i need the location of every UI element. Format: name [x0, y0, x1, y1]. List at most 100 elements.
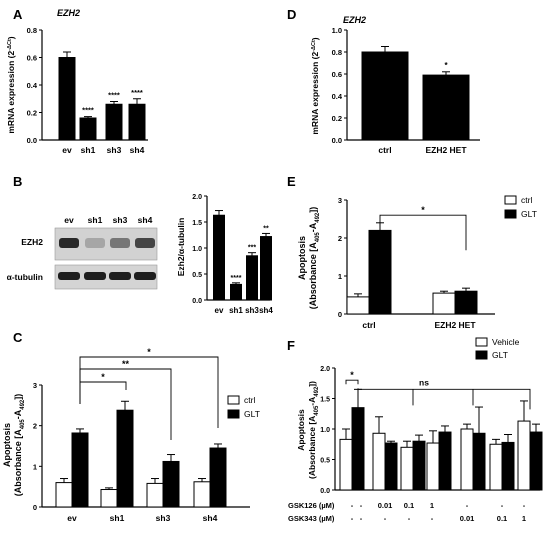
bar-glt [501, 441, 515, 491]
panel-letter-C: C [13, 330, 23, 345]
panel-a-axes: 0.0 0.2 0.4 0.6 0.8 EZH2 mRNA expression (2-ΔC… [6, 8, 148, 155]
y-tick-label: 1.0 [192, 246, 202, 253]
y-axis-title-sub: 492 [314, 386, 320, 397]
significance-stars: * [101, 372, 105, 382]
y-axis-title: mRNA expression (2-ΔCt) [6, 36, 16, 133]
y-tick-label: 1 [33, 462, 37, 471]
blot-lane-label: sh4 [138, 215, 153, 225]
legend-swatch [504, 195, 517, 205]
legend-swatch [475, 337, 488, 347]
significance-bracket [357, 388, 531, 410]
blot-lane-label: sh3 [113, 215, 128, 225]
treatment-value: 0.01 [460, 514, 475, 523]
y-tick-label: 0.0 [27, 136, 37, 145]
bar [79, 117, 97, 141]
y-axis-title-text: mRNA expression (2-ΔCt) [6, 36, 16, 133]
treatment-value: 0.01 [378, 501, 393, 510]
y-tick-label: 1.0 [320, 427, 330, 434]
blot-band-ezh2 [59, 238, 79, 248]
blot-row-label: EZH2 [21, 237, 43, 247]
y-axis-title-text: Ezh2/α-tubulin [176, 218, 186, 277]
x-tick-label: EZH2 HET [425, 145, 467, 155]
bar [128, 103, 146, 141]
y-tick-label: 0.4 [332, 92, 343, 101]
legend-swatch [475, 350, 488, 360]
y-axis-title: mRNA expression (2-ΔCt) [310, 37, 320, 134]
bar-ctrl [146, 482, 164, 508]
y-axis-title-part: -A [13, 409, 23, 419]
significance-stars: **** [131, 88, 143, 97]
significance-bracket [379, 214, 467, 251]
y-axis-title: Apoptosis (Absorbance [A405-A492]) [2, 394, 26, 497]
panel-e-axes: 0 1 2 3 Apoptosis (Absorbance [A405-A492]) ctr… [297, 195, 537, 330]
bar [213, 214, 225, 301]
legend-label: GLT [244, 409, 260, 419]
y-tick-label: 0.8 [332, 48, 342, 57]
treatment-value: - [523, 501, 526, 510]
y-tick-label: 0.0 [320, 488, 330, 495]
y-axis-title-line2: (Absorbance [A405-A492]) [308, 207, 321, 310]
y-tick-label: 2.0 [320, 366, 330, 373]
bar-vehicle [400, 446, 414, 491]
bar-vehicle [339, 438, 353, 491]
y-tick-label: 0.8 [27, 26, 37, 35]
treatment-value: - [351, 514, 354, 523]
y-axis-title: Ezh2/α-tubulin [176, 218, 186, 277]
legend-swatch [227, 409, 240, 419]
significance-stars: * [350, 370, 354, 380]
panel-f-axes: 0.0 0.5 1.0 1.5 2.0 Apoptosis (Absorbance [A40… [288, 337, 543, 523]
treatment-label: GSK126 (µM) [288, 501, 335, 510]
bar [361, 51, 409, 141]
treatment-value: 1 [522, 514, 526, 523]
y-axis-title-line1: Apoptosis [296, 409, 306, 451]
y-tick-label: 0.0 [332, 136, 342, 145]
y-axis-title-part: ]) [307, 381, 317, 387]
y-axis-title-part: ) [310, 37, 320, 40]
y-axis-title-sub: 405 [315, 232, 321, 243]
y-tick-label: 0 [33, 503, 37, 512]
y-axis-title-part: (Absorbance [A [13, 429, 23, 497]
y-axis-title-part: ) [6, 36, 16, 39]
significance-stars: ** [122, 359, 130, 369]
panel-b-axes: 0.0 0.5 1.0 1.5 2.0 Ezh2/α-tubulin ev sh1 **** sh… [176, 194, 273, 315]
blot-row-label: α-tubulin [7, 272, 43, 282]
treatment-value: 0.1 [497, 514, 507, 523]
significance-bracket [345, 379, 359, 385]
bar [422, 74, 470, 141]
x-tick-label: EZH2 HET [434, 320, 476, 330]
y-tick-label: 0.4 [27, 81, 38, 90]
bar-glt [209, 447, 227, 508]
y-axis-title: Apoptosis (Absorbance [A405-A492]) [296, 381, 320, 479]
legend-label: ctrl [521, 195, 532, 205]
bar-glt [368, 229, 392, 315]
treatment-value: - [384, 514, 387, 523]
x-tick-label: ev [62, 145, 72, 155]
blot-lane-label: sh1 [88, 215, 103, 225]
treatment-value: - [360, 514, 363, 523]
significance-stars: * [421, 205, 425, 215]
y-tick-label: 0.5 [192, 272, 202, 279]
y-tick-label: 0.6 [332, 70, 342, 79]
panel-d-title: EZH2 [343, 15, 366, 25]
treatment-value: - [351, 501, 354, 510]
legend-label: ctrl [244, 395, 255, 405]
treatment-value: - [408, 514, 411, 523]
x-tick-label: sh4 [130, 145, 145, 155]
bar-glt [162, 460, 180, 508]
y-tick-label: 1.0 [332, 26, 342, 35]
legend-swatch [227, 395, 240, 405]
bar-vehicle [372, 432, 386, 491]
bar-glt [454, 290, 478, 315]
y-axis-title-line2: (Absorbance [A405-A492]) [307, 381, 320, 479]
x-tick-label: sh4 [259, 306, 273, 315]
bar-vehicle [517, 420, 531, 491]
significance-bracket [79, 356, 219, 428]
significance-stars: *** [248, 245, 256, 252]
panel-letter-F: F [287, 338, 295, 353]
treatment-label: GSK343 (µM) [288, 514, 335, 523]
bar-ctrl [100, 489, 118, 508]
y-tick-label: 2 [33, 422, 37, 431]
significance-stars: * [147, 347, 151, 357]
bar-glt [351, 407, 365, 491]
